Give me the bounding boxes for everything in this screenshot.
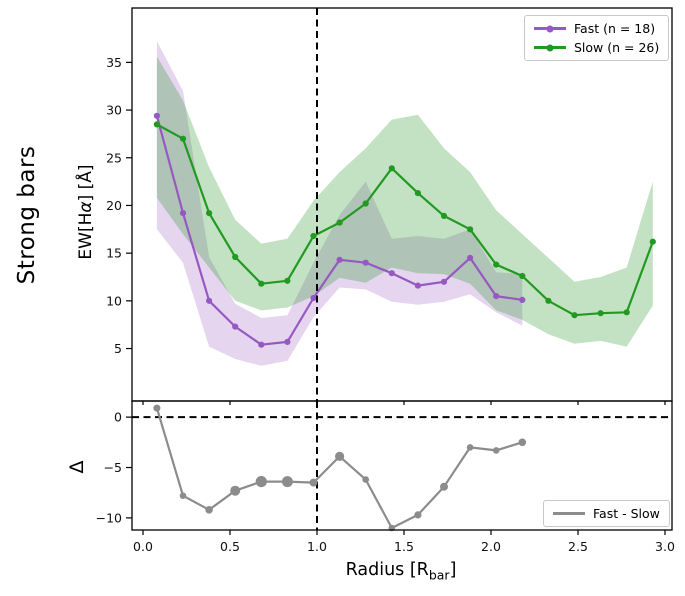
slow-marker <box>232 253 239 261</box>
delta-line-swatch <box>553 512 585 515</box>
delta-marker <box>518 438 527 447</box>
bottom-y-tick-label: −5 <box>104 460 122 475</box>
xlabel-subscript: bar <box>428 567 450 583</box>
fast-marker <box>232 323 239 330</box>
delta-marker <box>440 482 448 491</box>
legend-top: Fast (n = 18) Slow (n = 26) <box>524 15 670 61</box>
slow-marker <box>597 310 604 317</box>
side-label: Strong bars <box>14 145 40 285</box>
ylabel-alpha: α <box>76 201 96 213</box>
ylabel-prefix: EW[H <box>76 212 96 260</box>
xlabel-close: ] <box>449 559 457 580</box>
delta-marker <box>153 404 161 412</box>
fast-marker <box>362 259 369 266</box>
bottom-panel-frame <box>131 400 673 531</box>
delta-marker <box>362 476 370 483</box>
slow-marker <box>310 232 317 240</box>
slow-line-swatch <box>534 44 566 51</box>
slow-line <box>156 123 654 317</box>
delta-marker <box>230 485 241 496</box>
delta-marker <box>255 476 267 488</box>
fast-marker <box>153 112 160 119</box>
top-y-tick-label: 10 <box>106 293 122 308</box>
slow-marker <box>388 165 395 172</box>
fast-marker <box>440 278 448 285</box>
fast-marker <box>414 282 421 289</box>
xlabel-main: Radius [R <box>345 559 429 580</box>
delta-marker <box>179 492 187 500</box>
x-tick-label: 0.5 <box>220 539 240 554</box>
top-y-tick-label: 15 <box>106 246 122 261</box>
top-y-tick-label: 30 <box>106 103 122 118</box>
slow-marker <box>623 309 630 316</box>
fast-marker <box>388 270 395 277</box>
x-tick-label: 2.5 <box>568 539 588 554</box>
delta-marker <box>281 476 293 488</box>
fast-marker <box>179 210 187 217</box>
slow-uncertainty-band <box>156 56 653 347</box>
delta-marker <box>205 506 213 514</box>
top-y-axis-label: EW[Hα] [Å] <box>76 164 96 259</box>
fast-marker-swatch <box>546 25 554 32</box>
top-y-tick-label: 5 <box>114 341 122 356</box>
fast-marker <box>206 297 213 304</box>
fast-line-swatch <box>534 25 566 32</box>
legend-bottom: Fast - Slow <box>543 500 670 527</box>
delta-marker <box>335 451 345 461</box>
top-y-tick-label: 35 <box>106 55 122 70</box>
slow-marker <box>153 121 160 128</box>
slow-marker <box>258 280 265 287</box>
x-tick-label: 1.5 <box>394 539 414 554</box>
x-tick-label: 1.0 <box>307 539 327 554</box>
slow-marker <box>649 238 656 245</box>
bottom-y-tick-label: 0 <box>114 410 122 425</box>
fast-marker <box>258 341 265 348</box>
top-y-tick-label: 20 <box>106 198 122 213</box>
delta-marker <box>414 511 422 519</box>
slow-marker <box>206 210 213 217</box>
legend-item-slow: Slow (n = 26) <box>534 40 659 55</box>
legend-label-slow: Slow (n = 26) <box>574 40 660 55</box>
slow-marker <box>519 272 526 280</box>
slow-marker <box>336 219 343 226</box>
slow-marker <box>571 312 578 319</box>
fast-marker <box>467 254 474 261</box>
x-tick-label: 2.0 <box>481 539 501 554</box>
ylabel-suffix: ] [Å] <box>76 164 96 202</box>
legend-item-delta: Fast - Slow <box>553 506 660 521</box>
bottom-y-tick-label: −10 <box>96 510 122 525</box>
fast-marker <box>336 256 343 263</box>
fast-marker <box>284 338 291 345</box>
delta-marker <box>466 444 474 451</box>
slow-marker <box>284 277 291 284</box>
legend-item-fast: Fast (n = 18) <box>534 21 659 36</box>
slow-marker <box>440 212 448 219</box>
delta-marker <box>492 447 500 454</box>
x-tick-label: 0.0 <box>133 539 153 554</box>
fast-marker <box>519 296 526 303</box>
x-tick-label: 3.0 <box>655 539 675 554</box>
slow-marker <box>493 261 500 268</box>
bottom-y-axis-label: Δ <box>66 460 88 474</box>
slow-marker <box>467 226 474 233</box>
legend-label-delta: Fast - Slow <box>593 506 660 521</box>
slow-marker <box>414 190 421 197</box>
slow-marker <box>545 297 552 304</box>
x-axis-label: Radius [Rbar] <box>346 560 457 583</box>
legend-label-fast: Fast (n = 18) <box>574 21 656 36</box>
slow-marker-swatch <box>546 44 554 51</box>
top-y-tick-label: 25 <box>106 150 122 165</box>
slow-marker <box>179 135 187 142</box>
fast-marker <box>493 293 500 300</box>
slow-marker <box>362 200 369 207</box>
delta-marker <box>309 478 318 487</box>
fast-marker <box>310 294 317 302</box>
